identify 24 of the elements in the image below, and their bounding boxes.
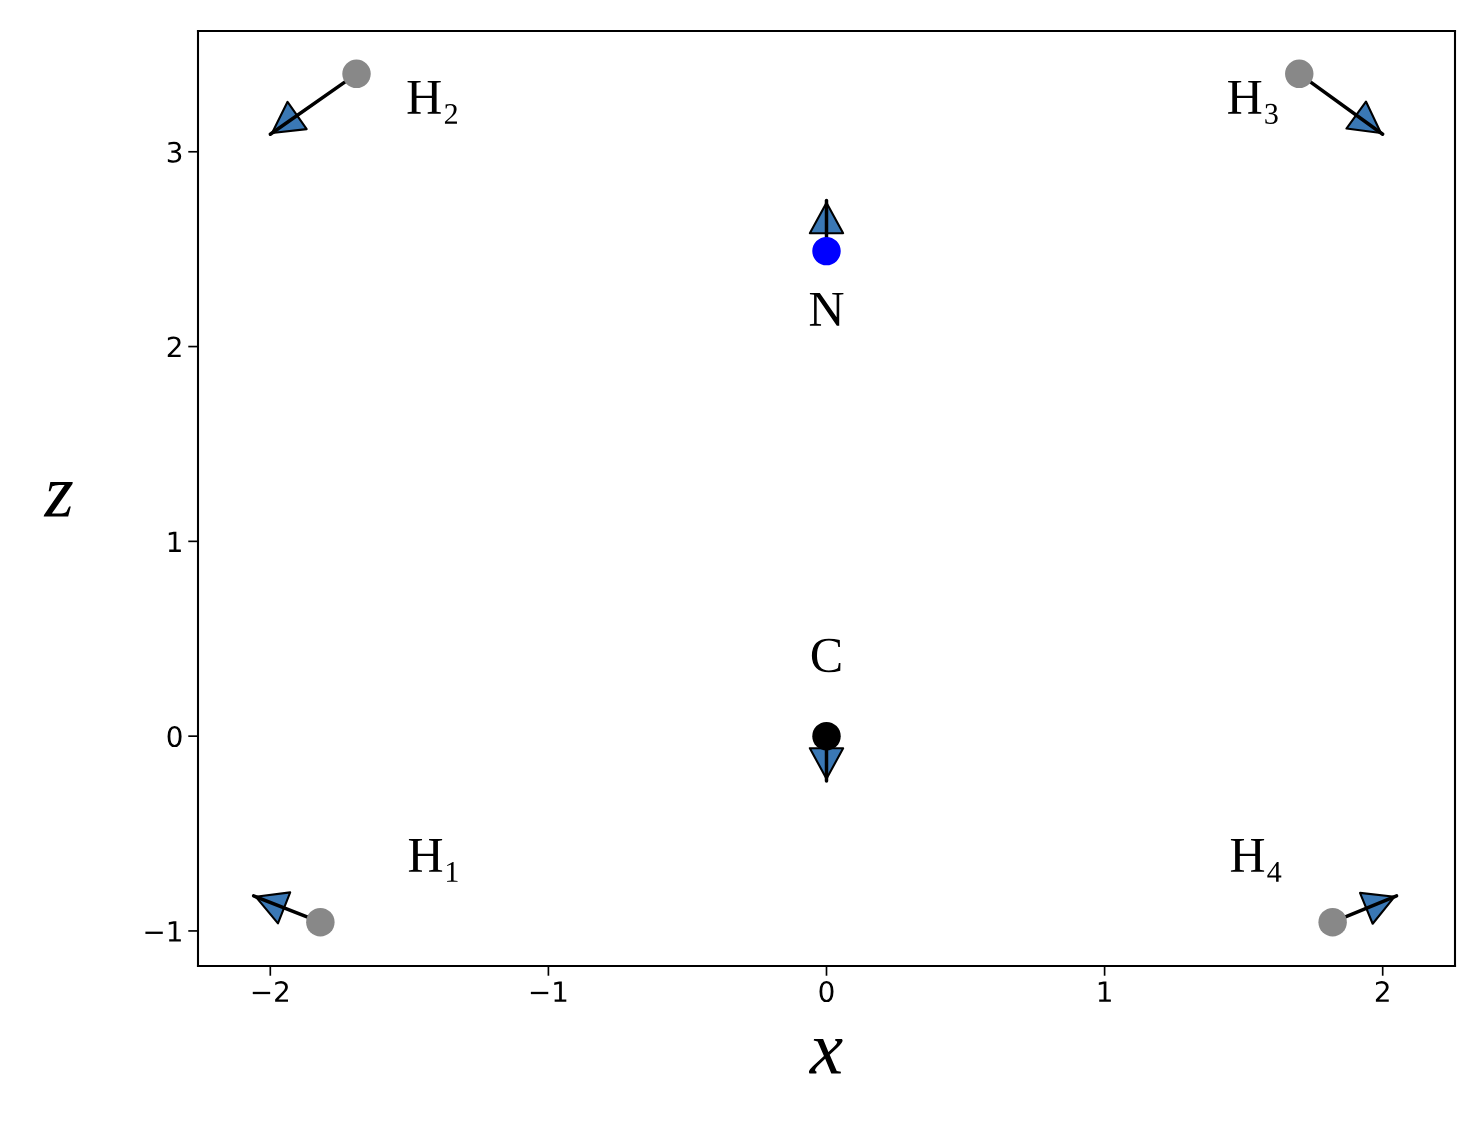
x-tick-label: 2 xyxy=(1375,981,1389,1002)
y-tick-label: 1 xyxy=(168,531,181,552)
annotation: H₁ xyxy=(408,838,458,882)
annotation: H₄ xyxy=(1230,838,1282,882)
x-axis-title: x xyxy=(808,1038,843,1074)
y-tick-label: 2 xyxy=(167,336,181,358)
point xyxy=(1285,59,1314,89)
annotation: N xyxy=(809,292,844,326)
x-tick-label: −2 xyxy=(252,981,288,1002)
y-tick-label: 3 xyxy=(167,141,182,163)
annotation: H₂ xyxy=(407,80,457,124)
point xyxy=(812,721,841,751)
x-tick-label: 0 xyxy=(819,981,834,1003)
point xyxy=(1318,907,1347,937)
point xyxy=(306,907,335,937)
annotation: C xyxy=(811,638,841,673)
x-tick-label: 1 xyxy=(1098,981,1111,1002)
point xyxy=(342,59,371,89)
point xyxy=(812,236,841,266)
x-tick-label: −1 xyxy=(530,981,567,1002)
y-axis-title: z xyxy=(43,482,73,517)
annotation: H₃ xyxy=(1228,80,1278,124)
y-tick-label: 0 xyxy=(167,726,182,748)
y-tick-label: −1 xyxy=(145,921,181,942)
